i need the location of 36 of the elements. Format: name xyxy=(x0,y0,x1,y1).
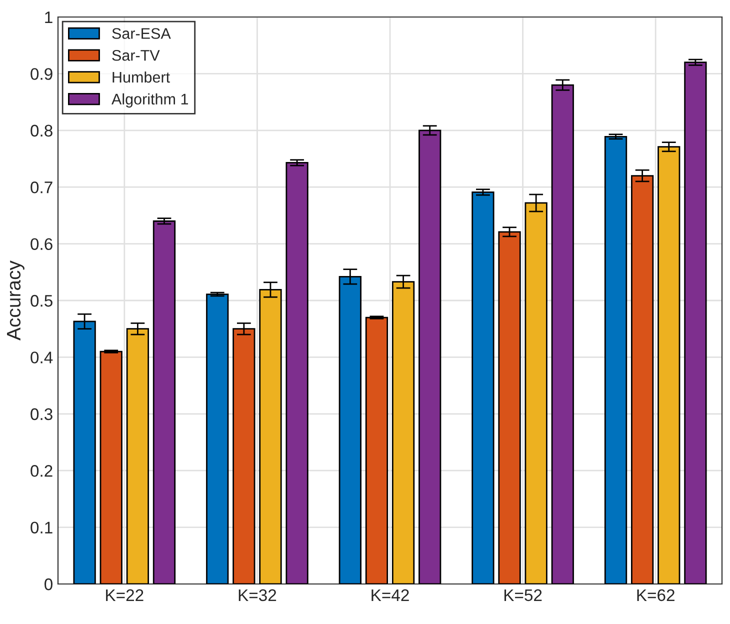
bar xyxy=(100,350,122,584)
y-tick-label: 0.3 xyxy=(30,408,52,420)
legend-label: Sar-ESA xyxy=(112,28,171,39)
y-tick-label: 0 xyxy=(44,578,52,590)
x-tick-label: K=32 xyxy=(238,589,276,602)
y-tick-label: 0.7 xyxy=(30,182,52,194)
bar xyxy=(206,294,229,584)
bar xyxy=(604,136,628,584)
x-tick-label: K=22 xyxy=(106,589,144,601)
bar xyxy=(658,146,680,584)
bar xyxy=(286,162,308,584)
y-tick-label: 0.5 xyxy=(30,294,52,307)
y-tick-label: 0.8 xyxy=(30,124,52,137)
legend-label: Sar-TV xyxy=(112,50,160,61)
y-tick-label: 0.6 xyxy=(30,238,52,250)
bar xyxy=(472,192,494,584)
bar xyxy=(631,175,654,584)
x-tick-label: K=52 xyxy=(504,589,542,602)
bar xyxy=(365,316,388,584)
y-tick-label: 0.1 xyxy=(30,522,52,534)
bar xyxy=(418,130,442,584)
y-tick-label: 0.4 xyxy=(30,352,53,364)
x-tick-label: K=62 xyxy=(637,589,674,602)
bar xyxy=(684,62,707,584)
y-tick-label: 0.9 xyxy=(30,68,52,80)
bar xyxy=(152,220,176,584)
bar xyxy=(126,328,149,584)
legend-label: Algorithm 1 xyxy=(112,93,188,108)
bar xyxy=(551,84,574,584)
bar xyxy=(498,231,521,584)
y-tick-label: 1 xyxy=(45,12,52,24)
bar xyxy=(232,328,256,584)
legend-label: Humbert xyxy=(112,71,170,83)
x-tick-label: K=42 xyxy=(372,589,409,601)
y-tick-label: 0.2 xyxy=(30,465,52,477)
y-axis-title: Accuracy xyxy=(7,260,24,340)
